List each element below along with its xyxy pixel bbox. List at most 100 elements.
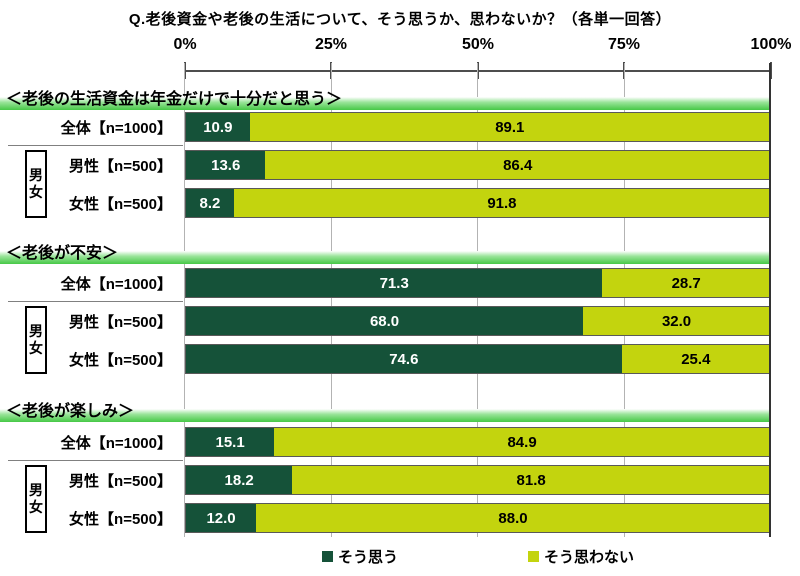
gender-group-label: 男女: [29, 482, 43, 515]
value-label: 88.0: [498, 509, 528, 527]
stacked-bar: 8.2 91.8: [185, 188, 771, 218]
bar-segment-disagree: 89.1: [249, 113, 770, 141]
axis-tick: [184, 62, 186, 79]
label-separator-line: [8, 460, 183, 461]
stacked-bar: 15.1 84.9: [185, 427, 771, 457]
legend-label-agree: そう思う: [337, 549, 398, 566]
value-label: 91.8: [487, 194, 517, 212]
axis-tick-label-50: 50%: [461, 36, 495, 53]
value-label: 18.2: [224, 471, 254, 489]
value-label: 10.9: [203, 118, 233, 136]
section-header-3: ＜老後が楽しみ＞: [0, 396, 771, 422]
stacked-bar: 12.0 88.0: [185, 503, 771, 533]
section-heading-text: ＜老後が不安＞: [6, 245, 119, 262]
bar-segment-disagree: 91.8: [233, 189, 770, 217]
bar-segment-disagree: 84.9: [274, 428, 770, 456]
bar-segment-agree: 13.6: [186, 151, 266, 179]
bar-segment-agree: 8.2: [186, 189, 234, 217]
bar-segment-agree: 68.0: [186, 307, 584, 335]
value-label: 28.7: [671, 274, 701, 292]
bar-row-total: 全体【n=1000】 10.9 89.1: [0, 112, 771, 142]
value-label: 74.6: [389, 350, 419, 368]
bar-segment-disagree: 25.4: [621, 345, 770, 373]
value-label: 84.9: [507, 433, 537, 451]
value-label: 8.2: [199, 194, 221, 212]
gender-group-label: 男女: [29, 167, 43, 200]
bar-row-total: 全体【n=1000】 15.1 84.9: [0, 427, 771, 457]
bar-segment-agree: 74.6: [186, 345, 622, 373]
axis-tick: [477, 62, 479, 79]
bar-row-female: 女性【n=500】 12.0 88.0: [0, 503, 771, 533]
stacked-bar: 74.6 25.4: [185, 344, 771, 374]
bar-segment-disagree: 81.8: [292, 466, 770, 494]
value-label: 32.0: [661, 312, 692, 330]
gender-group-box: 男女: [25, 150, 47, 218]
bar-segment-agree: 71.3: [186, 269, 603, 297]
row-label: 男性【n=500】: [69, 472, 172, 490]
stacked-bar: 10.9 89.1: [185, 112, 771, 142]
axis-tick-label-100: 100%: [750, 36, 792, 53]
bar-row-female: 女性【n=500】 8.2 91.8: [0, 188, 771, 218]
row-label: 女性【n=500】: [69, 510, 172, 528]
stacked-bar: 13.6 86.4: [185, 150, 771, 180]
bar-row-total: 全体【n=1000】 71.3 28.7: [0, 268, 771, 298]
bar-row-male: 男性【n=500】 13.6 86.4: [0, 150, 771, 180]
bar-segment-agree: 12.0: [186, 504, 257, 532]
stacked-bar: 18.2 81.8: [185, 465, 771, 495]
bar-segment-disagree: 32.0: [583, 307, 770, 335]
bar-segment-agree: 10.9: [186, 113, 250, 141]
gender-group-label: 男女: [29, 323, 43, 356]
row-label: 全体【n=1000】: [60, 119, 172, 137]
gridline-50pct: [477, 63, 478, 537]
section-heading-text: ＜老後の生活資金は年金だけで十分だと思う＞: [6, 91, 343, 108]
value-label: 12.0: [206, 509, 236, 527]
axis-tick-label-25: 25%: [314, 36, 348, 53]
section-header-2: ＜老後が不安＞: [0, 238, 771, 264]
section-heading-text: ＜老後が楽しみ＞: [6, 403, 135, 420]
bar-row-male: 男性【n=500】 18.2 81.8: [0, 465, 771, 495]
legend-label-disagree: そう思わない: [544, 549, 635, 566]
axis-tick-label-75: 75%: [607, 36, 641, 53]
bar-row-male: 男性【n=500】 68.0 32.0: [0, 306, 771, 336]
bar-segment-disagree: 28.7: [602, 269, 770, 297]
chart-title: Q.老後資金や老後の生活について、そう思うか、思わないか？（各単一回答）: [128, 11, 672, 28]
axis-tick: [770, 62, 772, 79]
row-label: 全体【n=1000】: [60, 275, 172, 293]
section-header-band: [0, 97, 771, 110]
value-label: 15.1: [215, 433, 245, 451]
bar-segment-disagree: 86.4: [265, 151, 770, 179]
gridline-100pct: [769, 63, 771, 537]
bar-row-female: 女性【n=500】 74.6 25.4: [0, 344, 771, 374]
stacked-bar: 68.0 32.0: [185, 306, 771, 336]
gridline-0pct: [184, 63, 185, 537]
gridline-25pct: [331, 63, 332, 537]
section-header-1: ＜老後の生活資金は年金だけで十分だと思う＞: [0, 84, 771, 110]
axis-tick-label-0: 0%: [173, 36, 197, 53]
value-label: 89.1: [495, 118, 525, 136]
gender-group-box: 男女: [25, 306, 47, 374]
value-label: 25.4: [681, 350, 711, 368]
gender-group-box: 男女: [25, 465, 47, 533]
section-header-band: [0, 409, 771, 422]
value-label: 68.0: [369, 312, 400, 330]
legend: そう思う そう思わない: [185, 546, 771, 567]
row-label: 女性【n=500】: [69, 351, 172, 369]
value-label: 71.3: [379, 274, 409, 292]
value-label: 13.6: [211, 156, 241, 174]
bar-segment-disagree: 88.0: [256, 504, 770, 532]
value-label: 81.8: [516, 471, 546, 489]
label-separator-line: [8, 301, 183, 302]
row-label: 男性【n=500】: [69, 157, 172, 175]
stacked-bar: 71.3 28.7: [185, 268, 771, 298]
section-header-band: [0, 251, 771, 264]
row-label: 女性【n=500】: [69, 195, 172, 213]
bar-segment-agree: 18.2: [186, 466, 293, 494]
legend-swatch-agree: [321, 551, 333, 562]
row-label: 男性【n=500】: [69, 313, 172, 331]
gridline-75pct: [624, 63, 625, 537]
legend-swatch-disagree: [528, 551, 539, 562]
legend-item-disagree: そう思わない: [528, 546, 634, 567]
label-separator-line: [8, 145, 183, 146]
bar-segment-agree: 15.1: [186, 428, 275, 456]
